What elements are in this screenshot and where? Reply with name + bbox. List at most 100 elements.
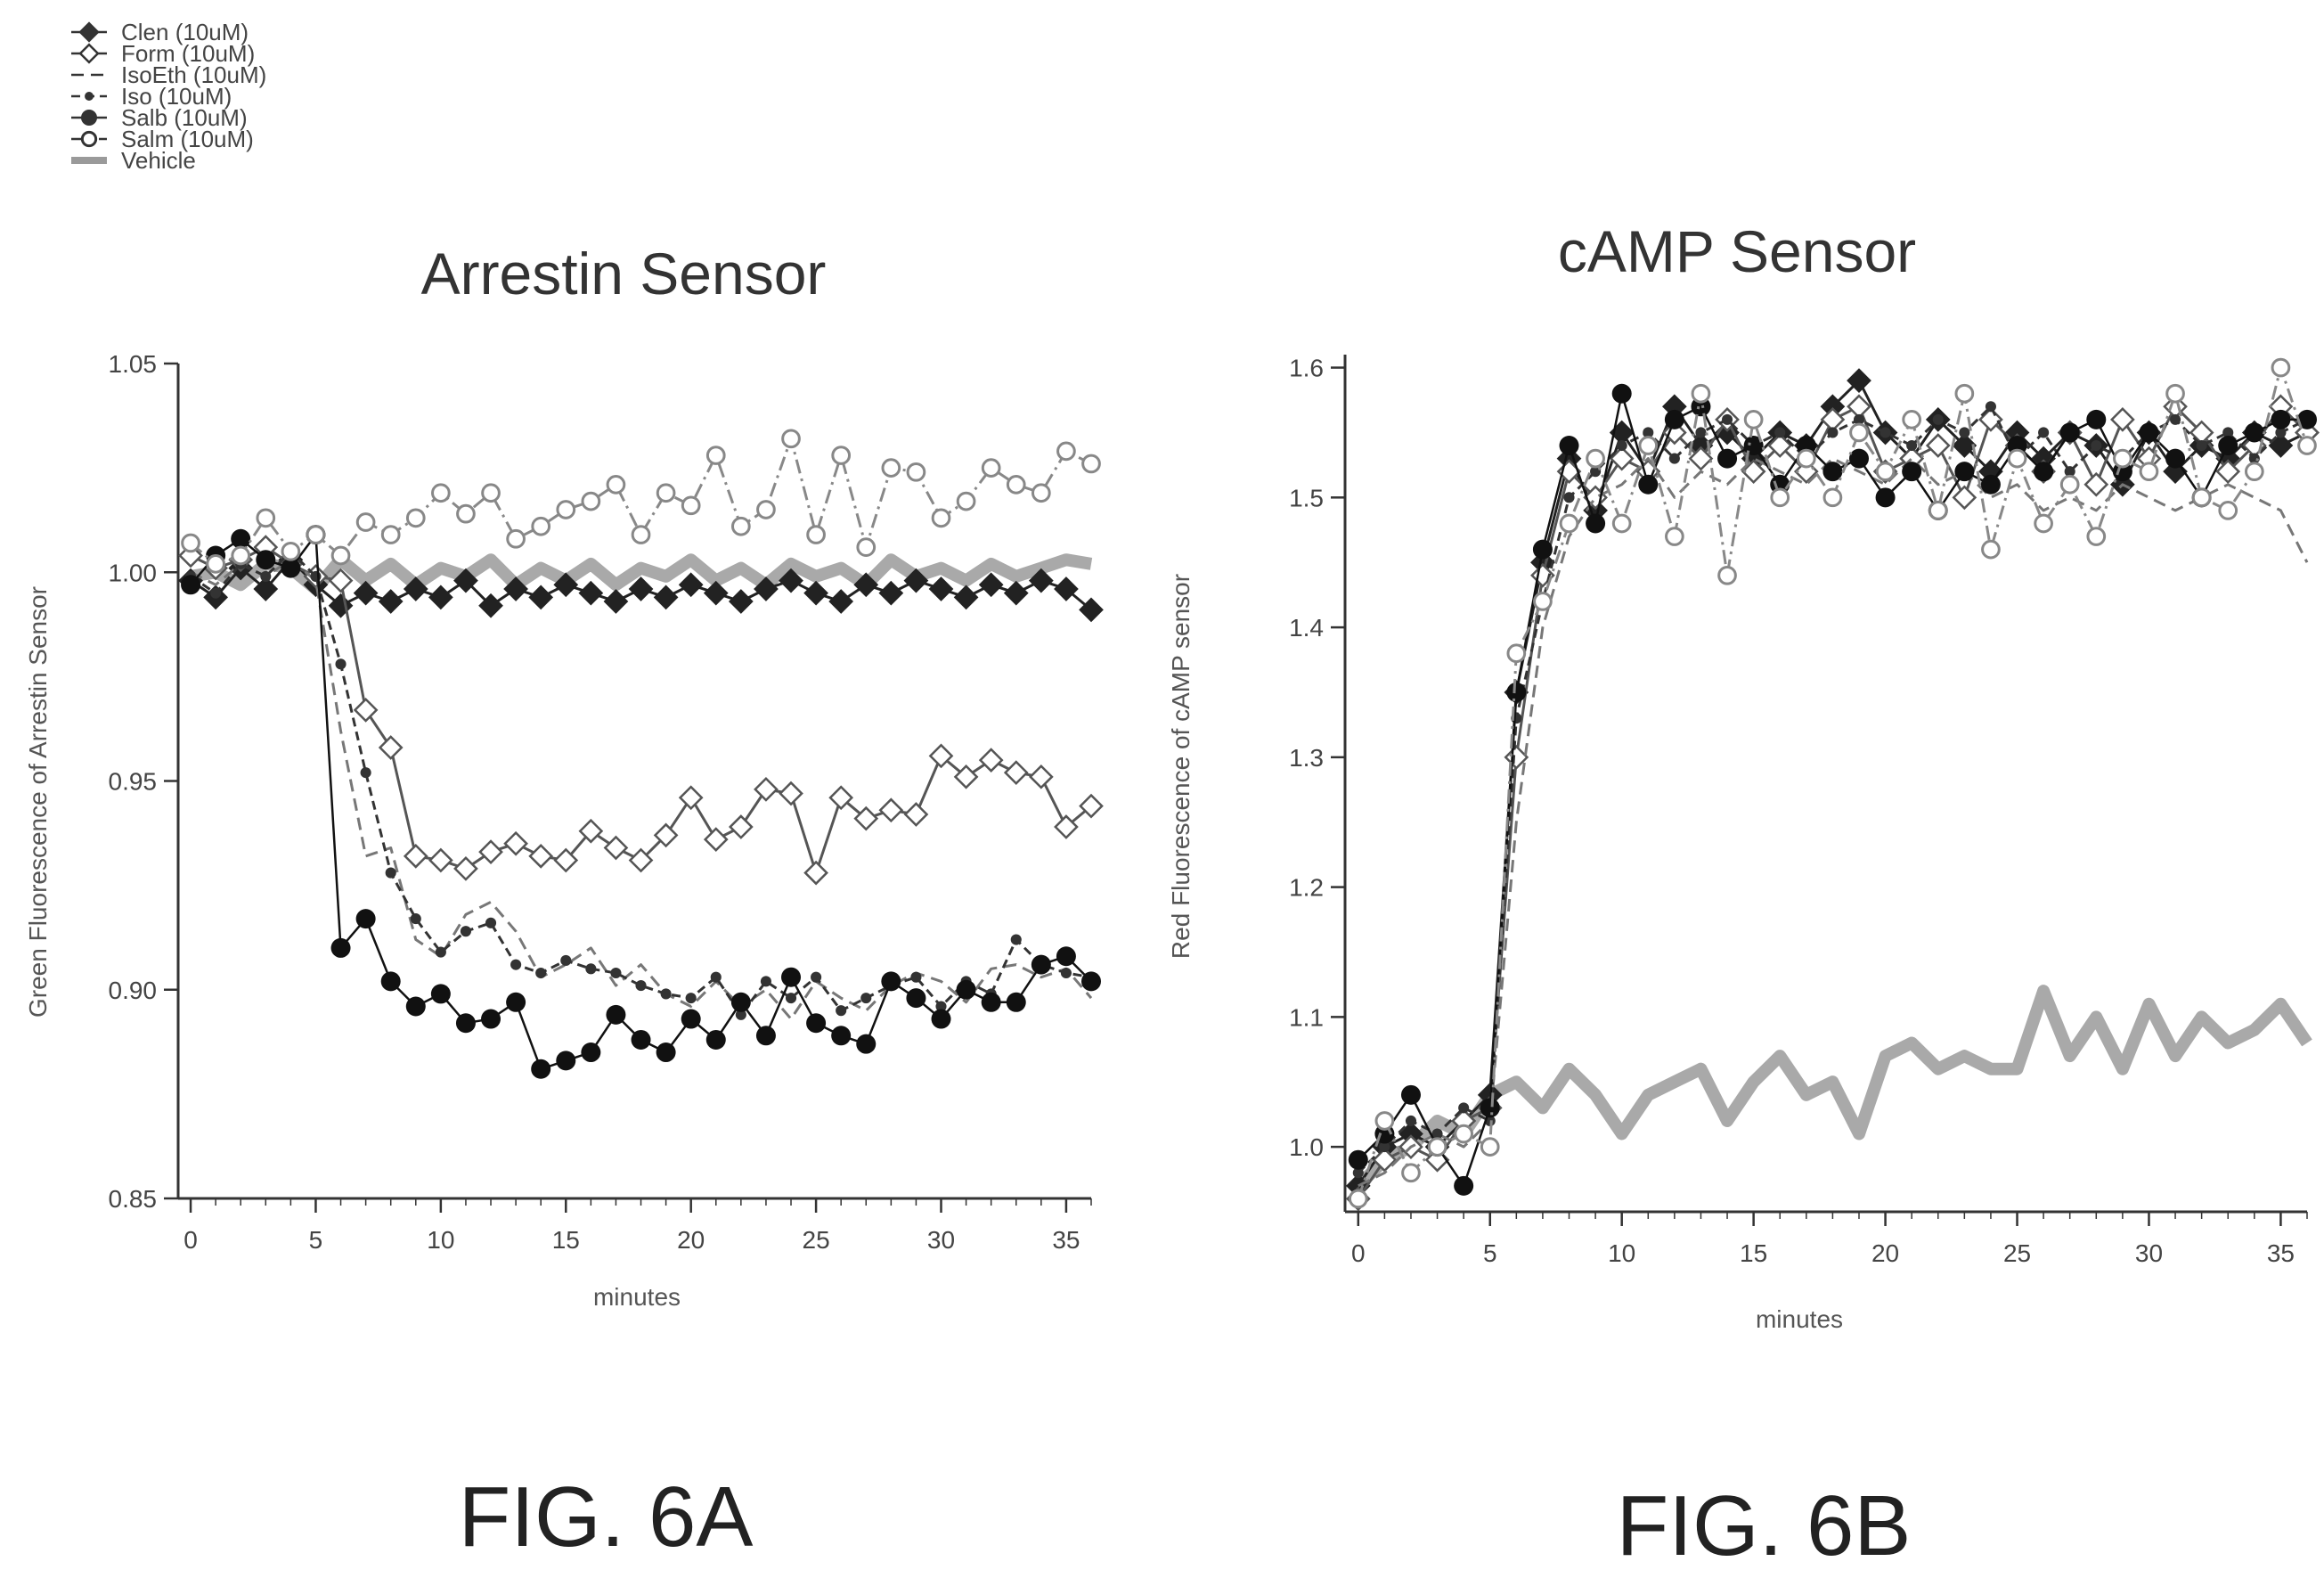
data-point [1031, 483, 1051, 503]
data-point [660, 988, 672, 1000]
data-point [506, 992, 526, 1012]
y-tick-label: 1.05 [109, 350, 158, 378]
data-point [1006, 992, 1026, 1012]
data-point [1081, 454, 1101, 474]
data-point [503, 830, 528, 856]
legend-label: Salb (10uM) [121, 104, 248, 131]
data-point [1056, 946, 1076, 967]
data-point [730, 992, 751, 1012]
data-point [2064, 466, 2075, 478]
data-point [1849, 422, 1869, 443]
series-clen [178, 547, 1104, 623]
data-point [1925, 433, 1951, 458]
x-tick-label: 25 [2003, 1239, 2031, 1267]
data-point [1721, 413, 1733, 425]
y-tick-label: 1.5 [1289, 484, 1324, 511]
data-point [978, 572, 1004, 598]
x-tick-label: 15 [552, 1226, 580, 1254]
data-point [1028, 764, 1054, 789]
data-point [1454, 1175, 1474, 1196]
data-point [2248, 453, 2260, 464]
legend-item: Clen (10uM) [71, 19, 249, 45]
data-point [1003, 580, 1029, 606]
data-point [306, 525, 326, 544]
data-point [330, 545, 351, 566]
data-point [1563, 492, 1575, 503]
x-tick-label: 35 [1052, 1226, 1080, 1254]
y-tick-label: 1.3 [1289, 744, 1324, 772]
x-tick-label: 25 [803, 1226, 830, 1254]
data-point [1767, 433, 1793, 458]
series-line [190, 550, 1092, 1017]
y-tick-label: 0.95 [109, 768, 158, 796]
data-point [2165, 383, 2185, 404]
data-point [881, 458, 901, 478]
x-axis-title: minutes [1756, 1305, 1843, 1333]
data-point [2059, 474, 2080, 495]
data-point [1532, 539, 1553, 560]
data-point [2110, 407, 2135, 432]
x-tick-label: 10 [427, 1226, 454, 1254]
chart-title: Arrestin Sensor [421, 241, 827, 307]
data-point [581, 1042, 601, 1063]
data-point [1586, 448, 1605, 469]
data-point [935, 1001, 947, 1012]
data-point [1691, 383, 1711, 404]
data-point [1374, 1111, 1395, 1131]
x-tick-label: 5 [309, 1226, 323, 1254]
data-point [1741, 459, 1766, 485]
data-point [754, 777, 779, 802]
data-point [181, 575, 201, 595]
data-point [1611, 513, 1632, 534]
series-form [178, 535, 1104, 886]
data-point [754, 576, 779, 601]
data-point [785, 993, 797, 1004]
data-point [460, 926, 471, 937]
data-point [928, 576, 954, 601]
series-salm [181, 429, 1101, 574]
legend: Clen (10uM)Form (10uM)IsoEth (10uM)Iso (… [71, 19, 266, 174]
data-point [678, 572, 704, 598]
data-point [1458, 1102, 1470, 1114]
legend-label: IsoEth (10uM) [121, 61, 266, 88]
plot-area: 0 5 10 15 20 25 30 35 1.0 1.1 1.2 1.3 1.4 1.5 1.6 [1289, 355, 2320, 1267]
legend-marker [80, 130, 98, 148]
data-point [481, 1009, 501, 1029]
data-point [631, 525, 651, 544]
data-point [1609, 446, 1635, 471]
arrestin-chart: Arrestin Sensor Green Fluorescence of Ar… [24, 241, 1104, 1311]
data-point [1978, 407, 2003, 432]
data-point [231, 528, 251, 549]
data-point [231, 545, 251, 566]
data-point [681, 1009, 701, 1029]
data-point [1770, 487, 1790, 508]
legend-label: Clen (10uM) [121, 19, 249, 45]
data-point [453, 568, 478, 593]
data-point [556, 500, 576, 519]
legend-marker [78, 21, 100, 43]
data-point [1638, 474, 1659, 495]
data-point [380, 525, 401, 544]
data-point [553, 847, 579, 873]
data-point [335, 658, 347, 670]
data-point [1717, 565, 1737, 585]
series-line [1357, 392, 2307, 1188]
y-axis-title: Red Fluorescence of cAMP sensor [1167, 574, 1195, 959]
data-point [206, 554, 225, 574]
data-point [485, 917, 497, 928]
data-point [1081, 971, 1101, 992]
data-point [1952, 433, 1977, 458]
data-point [756, 500, 776, 519]
data-point [2034, 462, 2054, 482]
y-tick-label: 0.90 [109, 977, 158, 1004]
data-point [831, 446, 852, 465]
data-point [1586, 513, 1606, 534]
data-point [281, 541, 301, 561]
data-point [456, 503, 476, 524]
data-point [1928, 501, 1948, 520]
data-point [705, 446, 726, 465]
data-point [2244, 462, 2264, 482]
data-point [1880, 427, 1891, 438]
legend-item: Iso (10uM) [71, 83, 232, 110]
